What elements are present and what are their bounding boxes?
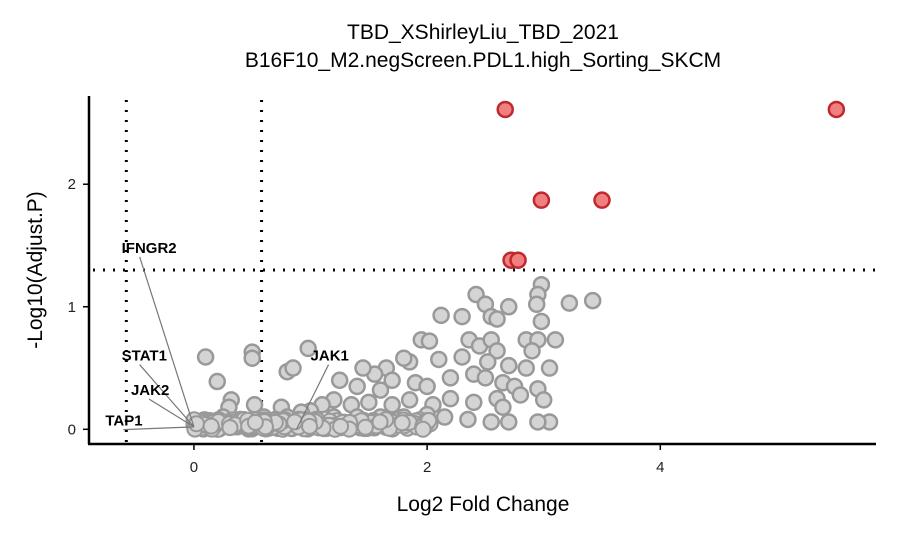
- nonsignificant-point: [299, 339, 317, 358]
- nonsignificant-point: [441, 369, 460, 387]
- nonsignificant-point: [482, 413, 500, 431]
- significant-point: [593, 191, 611, 209]
- nonsignificant-point: [354, 359, 372, 377]
- nonsignificant-point: [383, 396, 401, 414]
- nonsignificant-point: [494, 398, 512, 416]
- nonsignificant-point: [371, 381, 390, 399]
- nonsignificant-point: [243, 349, 261, 367]
- axis-ticks: 0 2 4 0 1 2: [68, 176, 665, 476]
- cluster-point: [356, 418, 374, 436]
- nonsignificant-point: [465, 393, 483, 412]
- cluster-point: [332, 417, 350, 435]
- significant-points: [496, 100, 846, 269]
- significant-point: [509, 251, 527, 269]
- nonsignificant-point: [208, 372, 227, 391]
- nonsignificant-point: [499, 298, 518, 316]
- nonsignificant-points: [196, 275, 602, 431]
- nonsignificant-point: [534, 391, 553, 409]
- nonsignificant-point: [441, 389, 460, 408]
- nonsignificant-point: [400, 391, 419, 409]
- nonsignificant-point: [517, 359, 535, 377]
- nonsignificant-point: [523, 342, 541, 360]
- nonsignificant-point: [432, 306, 450, 325]
- nonsignificant-point: [527, 295, 546, 314]
- nonsignificant-point: [284, 359, 302, 377]
- nonsignificant-point: [453, 348, 471, 366]
- annotation-label-jak1: JAK1: [311, 348, 349, 365]
- cluster-point: [221, 419, 239, 437]
- chart-title: TBD_XShirleyLiu_TBD_2021: [347, 21, 619, 44]
- x-tick-label: 0: [190, 459, 198, 476]
- dense-point-cluster: [185, 411, 439, 438]
- nonsignificant-point: [420, 332, 439, 350]
- annotation-label-tap1: TAP1: [105, 413, 142, 430]
- nonsignificant-point: [532, 312, 551, 331]
- nonsignificant-point: [430, 350, 448, 369]
- cluster-point: [246, 413, 264, 431]
- annotation-leader-tap1: [123, 426, 194, 431]
- annotation-leader-jak1: [295, 364, 330, 430]
- nonsignificant-point: [529, 413, 547, 431]
- threshold-lines: [93, 100, 876, 444]
- annotation-label-ifngr2: IFNGR2: [122, 240, 177, 257]
- cluster-point: [202, 417, 220, 435]
- nonsignificant-point: [488, 310, 506, 328]
- nonsignificant-point: [418, 377, 436, 396]
- nonsignificant-point: [383, 371, 401, 390]
- y-tick-label: 1: [68, 299, 76, 316]
- nonsignificant-point: [478, 353, 497, 371]
- nonsignificant-point: [560, 294, 579, 312]
- nonsignificant-point: [330, 371, 349, 390]
- annotation-label-jak2: JAK2: [131, 382, 169, 399]
- y-axis-label: -Log10(Adjust.P): [24, 191, 47, 349]
- x-tick-label: 4: [656, 459, 664, 476]
- cluster-point: [371, 413, 389, 431]
- nonsignificant-point: [488, 342, 506, 360]
- gene-annotations: IFNGR2 STAT1 JAK2 TAP1 JAK1: [105, 240, 349, 431]
- nonsignificant-point: [499, 356, 518, 375]
- y-tick-label: 2: [68, 176, 76, 193]
- nonsignificant-point: [395, 349, 413, 367]
- nonsignificant-point: [459, 410, 477, 429]
- nonsignificant-point: [476, 369, 495, 387]
- nonsignificant-point: [583, 291, 602, 310]
- x-axis-label: Log2 Fold Change: [397, 493, 570, 516]
- annotation-leader-jak2: [148, 398, 195, 428]
- annotation-leader-ifngr2: [139, 256, 195, 428]
- nonsignificant-point: [348, 377, 366, 396]
- x-tick-label: 2: [423, 459, 431, 476]
- significant-point: [496, 100, 514, 119]
- significant-point: [532, 191, 551, 209]
- cluster-point: [414, 420, 432, 438]
- annotation-leader-stat1: [139, 364, 195, 428]
- nonsignificant-point: [196, 348, 215, 366]
- y-tick-label: 0: [68, 421, 76, 438]
- annotation-label-stat1: STAT1: [122, 348, 167, 365]
- nonsignificant-point: [435, 408, 454, 426]
- nonsignificant-point: [499, 413, 518, 431]
- nonsignificant-point: [360, 393, 378, 412]
- nonsignificant-point: [453, 307, 471, 326]
- nonsignificant-point: [511, 386, 530, 404]
- chart-subtitle: B16F10_M2.negScreen.PDL1.high_Sorting_SK…: [245, 49, 721, 72]
- cluster-point: [301, 417, 319, 435]
- nonsignificant-point: [540, 359, 559, 377]
- significant-point: [827, 100, 846, 119]
- nonsignificant-point: [546, 331, 565, 349]
- cluster-point: [393, 414, 411, 432]
